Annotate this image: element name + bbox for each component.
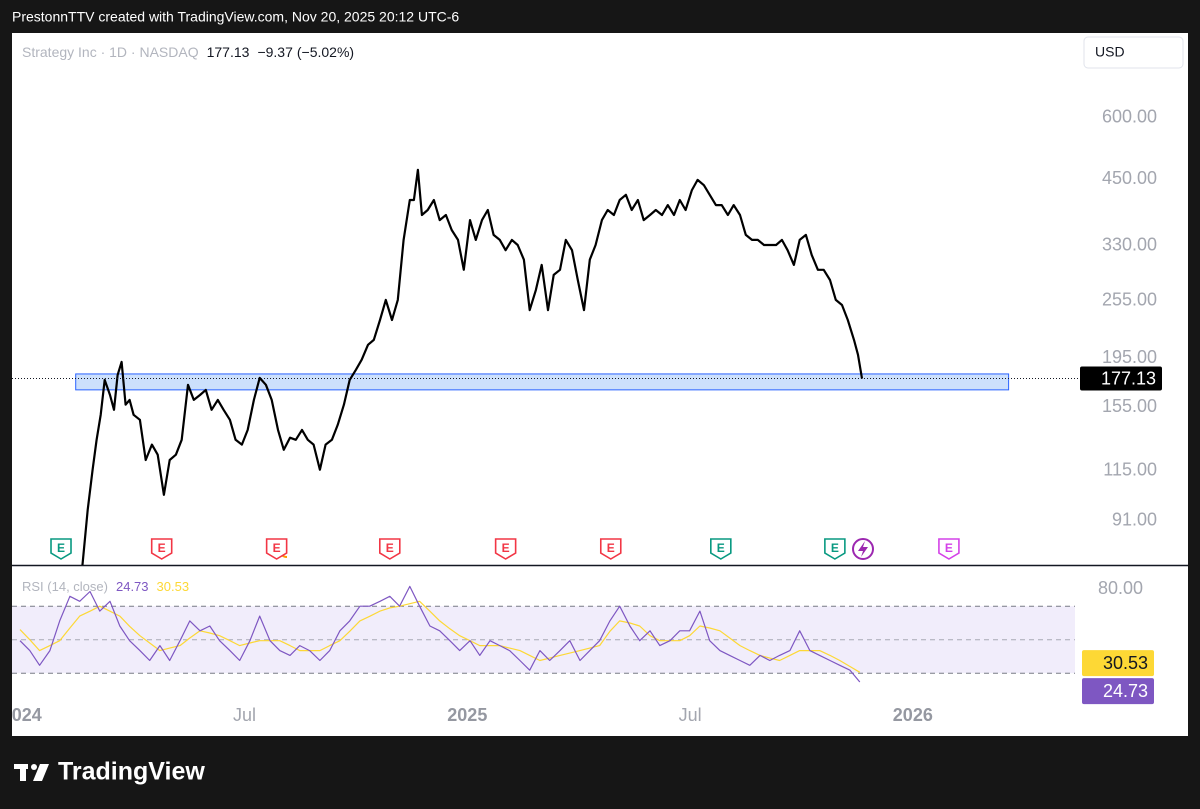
y-tick-label: 255.00 — [1102, 289, 1157, 309]
earnings-label: E — [273, 541, 281, 555]
last-close: 177.13 — [207, 44, 250, 60]
y-tick-label: 91.00 — [1112, 510, 1157, 530]
x-tick-label: Jul — [233, 705, 256, 725]
currency-button[interactable] — [1083, 36, 1184, 69]
earnings-marker — [50, 538, 72, 560]
earnings-label: E — [57, 541, 65, 555]
y-tick-label: 115.00 — [1103, 460, 1157, 480]
x-tick-label: 2024 — [2, 705, 42, 725]
x-tick-label: 2025 — [447, 705, 487, 725]
price-pane — [75, 168, 1010, 565]
y-tick-label: 80.00 — [1098, 578, 1143, 598]
y-tick-label: 450.00 — [1102, 168, 1157, 188]
earnings-marker — [599, 538, 622, 560]
rsi-badge — [1082, 650, 1154, 677]
rsi-legend: RSI (14, close) 24.73 30.53 — [22, 579, 189, 594]
attribution: PrestonnTTV created with TradingView.com… — [12, 9, 459, 25]
rsi-badge-label: 24.73 — [1103, 681, 1148, 701]
change: −9.37 — [257, 44, 293, 60]
x-tick-label: 2026 — [893, 705, 933, 725]
rsi-value: 24.73 — [116, 579, 149, 594]
earnings-label: E — [607, 541, 615, 555]
earnings-label: E — [158, 541, 166, 555]
earnings-marker — [378, 538, 401, 560]
earnings-marker — [265, 538, 288, 560]
price-line — [81, 168, 864, 565]
last-price-badge — [1080, 366, 1162, 391]
earnings-marker — [494, 538, 517, 560]
symbol: Strategy Inc · 1D · NASDAQ — [22, 44, 199, 60]
rsi-pane — [12, 585, 1075, 683]
last-price-label: 177.13 — [1101, 368, 1156, 388]
y-tick-label: 195.00 — [1102, 347, 1157, 367]
earnings-marker — [150, 538, 173, 560]
y-tick-label: 600.00 — [1102, 107, 1157, 127]
y-tick-label: 330.00 — [1102, 234, 1157, 254]
x-tick-label: Jul — [679, 705, 702, 725]
earnings-marker — [938, 538, 960, 560]
axes: 91.00 115.00 155.00 195.00 255.00 330.00 450.0… — [2, 107, 1162, 725]
symbol-legend: Strategy Inc · 1D · NASDAQ 177.13 −9.37 (−5… — [22, 44, 354, 60]
currency: USD — [1095, 44, 1125, 60]
brand-logo — [14, 764, 49, 781]
y-tick-label: 155.00 — [1102, 396, 1157, 416]
price-line — [19, 600, 861, 673]
earnings-label: E — [386, 541, 394, 555]
rsi-badge-label: 30.53 — [1103, 653, 1148, 673]
earnings-label: E — [717, 541, 725, 555]
brand: TradingView — [58, 758, 205, 786]
rsi-badge — [1082, 678, 1154, 705]
price-line — [19, 585, 861, 683]
earnings-marker — [710, 538, 732, 560]
rsi-value: 30.53 — [157, 579, 190, 594]
earnings-label: E — [945, 541, 953, 555]
earnings-label: E — [831, 541, 839, 555]
change-percent: (−5.02%) — [297, 44, 354, 60]
earnings-label: E — [502, 541, 510, 555]
dividend-icon — [852, 538, 874, 560]
earnings-marker — [824, 538, 846, 560]
rsi-title: RSI (14, close) — [22, 579, 108, 594]
support-zone — [75, 373, 1010, 391]
